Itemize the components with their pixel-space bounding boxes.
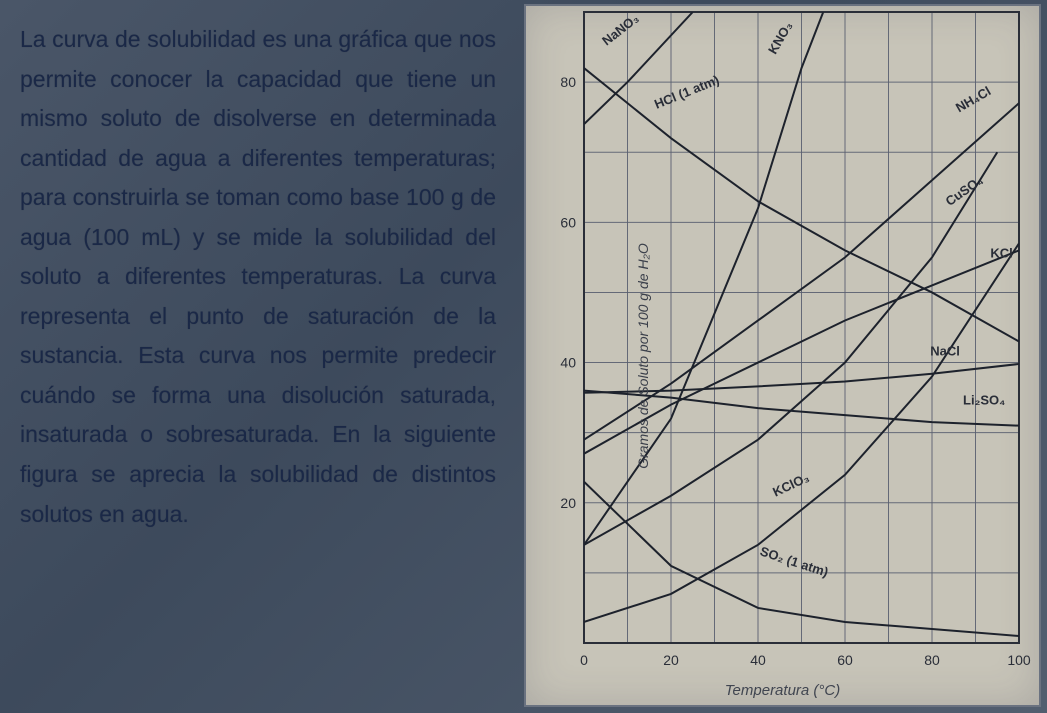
series-label-KCl: KCl — [990, 245, 1012, 260]
svg-text:80: 80 — [560, 74, 576, 90]
svg-text:60: 60 — [560, 214, 576, 230]
svg-text:40: 40 — [750, 652, 766, 668]
chart-frame: 20 40 60 80 0 20 40 60 80 100 NaNO₃ HCl (1 atm) KNO₃… — [524, 4, 1041, 707]
series-label-CuSO4: CuSO₄ — [943, 172, 986, 209]
series-NaNO3 — [584, 12, 693, 124]
series-label-NaCl: NaCl — [930, 344, 960, 359]
svg-text:40: 40 — [560, 355, 576, 371]
series-label-KClO3: KClO₃ — [770, 470, 811, 500]
y-axis-label: Gramos de Soluto por 100 g de H₂O — [635, 243, 651, 469]
solubility-chart-container: 20 40 60 80 0 20 40 60 80 100 NaNO₃ HCl (1 atm) KNO₃… — [520, 0, 1047, 713]
x-axis-label: Temperatura (°C) — [725, 682, 840, 699]
svg-text:80: 80 — [924, 652, 940, 668]
series-label-KNO3: KNO₃ — [765, 19, 795, 57]
svg-text:100: 100 — [1007, 652, 1031, 668]
series-label-HCl: HCl (1 atm) — [652, 72, 721, 112]
series-label-SO2: SO₂ (1 atm) — [758, 544, 830, 580]
series-label-NH4Cl: NH₄Cl — [953, 83, 993, 115]
series-label-NaNO3: NaNO₃ — [599, 11, 641, 49]
svg-text:20: 20 — [560, 495, 576, 511]
svg-text:60: 60 — [837, 652, 853, 668]
svg-text:0: 0 — [580, 652, 588, 668]
solubility-chart: 20 40 60 80 0 20 40 60 80 100 NaNO₃ HCl (1 atm) KNO₃… — [526, 6, 1031, 701]
svg-text:20: 20 — [663, 652, 679, 668]
series-label-Li2SO4: Li₂SO₄ — [963, 393, 1005, 408]
body-text: La curva de solubilidad es una gráfica q… — [20, 26, 496, 527]
description-paragraph: La curva de solubilidad es una gráfica q… — [0, 0, 520, 713]
